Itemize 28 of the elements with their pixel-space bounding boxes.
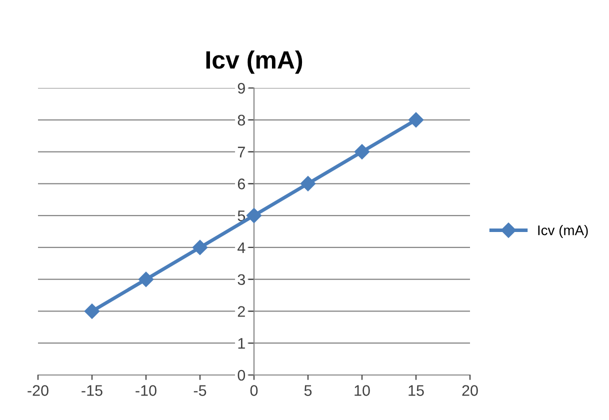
y-tick-label: 0 [238, 370, 246, 381]
point [192, 240, 208, 256]
y-tick-label: 5 [238, 210, 246, 222]
y-tick-label: 4 [238, 242, 246, 253]
point [246, 208, 262, 224]
x-tick-label: -10 [136, 385, 156, 396]
y-tick-label: 7 [238, 146, 245, 158]
y-tick-label: 6 [238, 178, 245, 190]
x-tick-label: 10 [354, 385, 370, 396]
y-tick-label: 2 [238, 306, 245, 317]
x-tick-label: -5 [194, 385, 206, 396]
point [408, 112, 424, 128]
point [354, 144, 370, 160]
x-tick-label: 0 [250, 385, 258, 396]
chart-title: Icv (mA) [206, 50, 302, 74]
legend-label: Icv (mA) [538, 225, 588, 238]
x-tick-label: -20 [28, 385, 48, 396]
y-tick-label: 3 [238, 274, 245, 286]
x-tick-label: 15 [408, 385, 424, 396]
point [300, 176, 316, 192]
y-tick-label: 9 [238, 82, 245, 94]
x-tick-label: 20 [462, 385, 478, 396]
y-tick-label: 8 [238, 114, 246, 126]
point [138, 272, 154, 287]
point [84, 304, 100, 319]
y-tick-label: 1 [238, 338, 245, 349]
x-tick-label: -15 [82, 385, 102, 396]
x-tick-label: 5 [304, 385, 312, 396]
